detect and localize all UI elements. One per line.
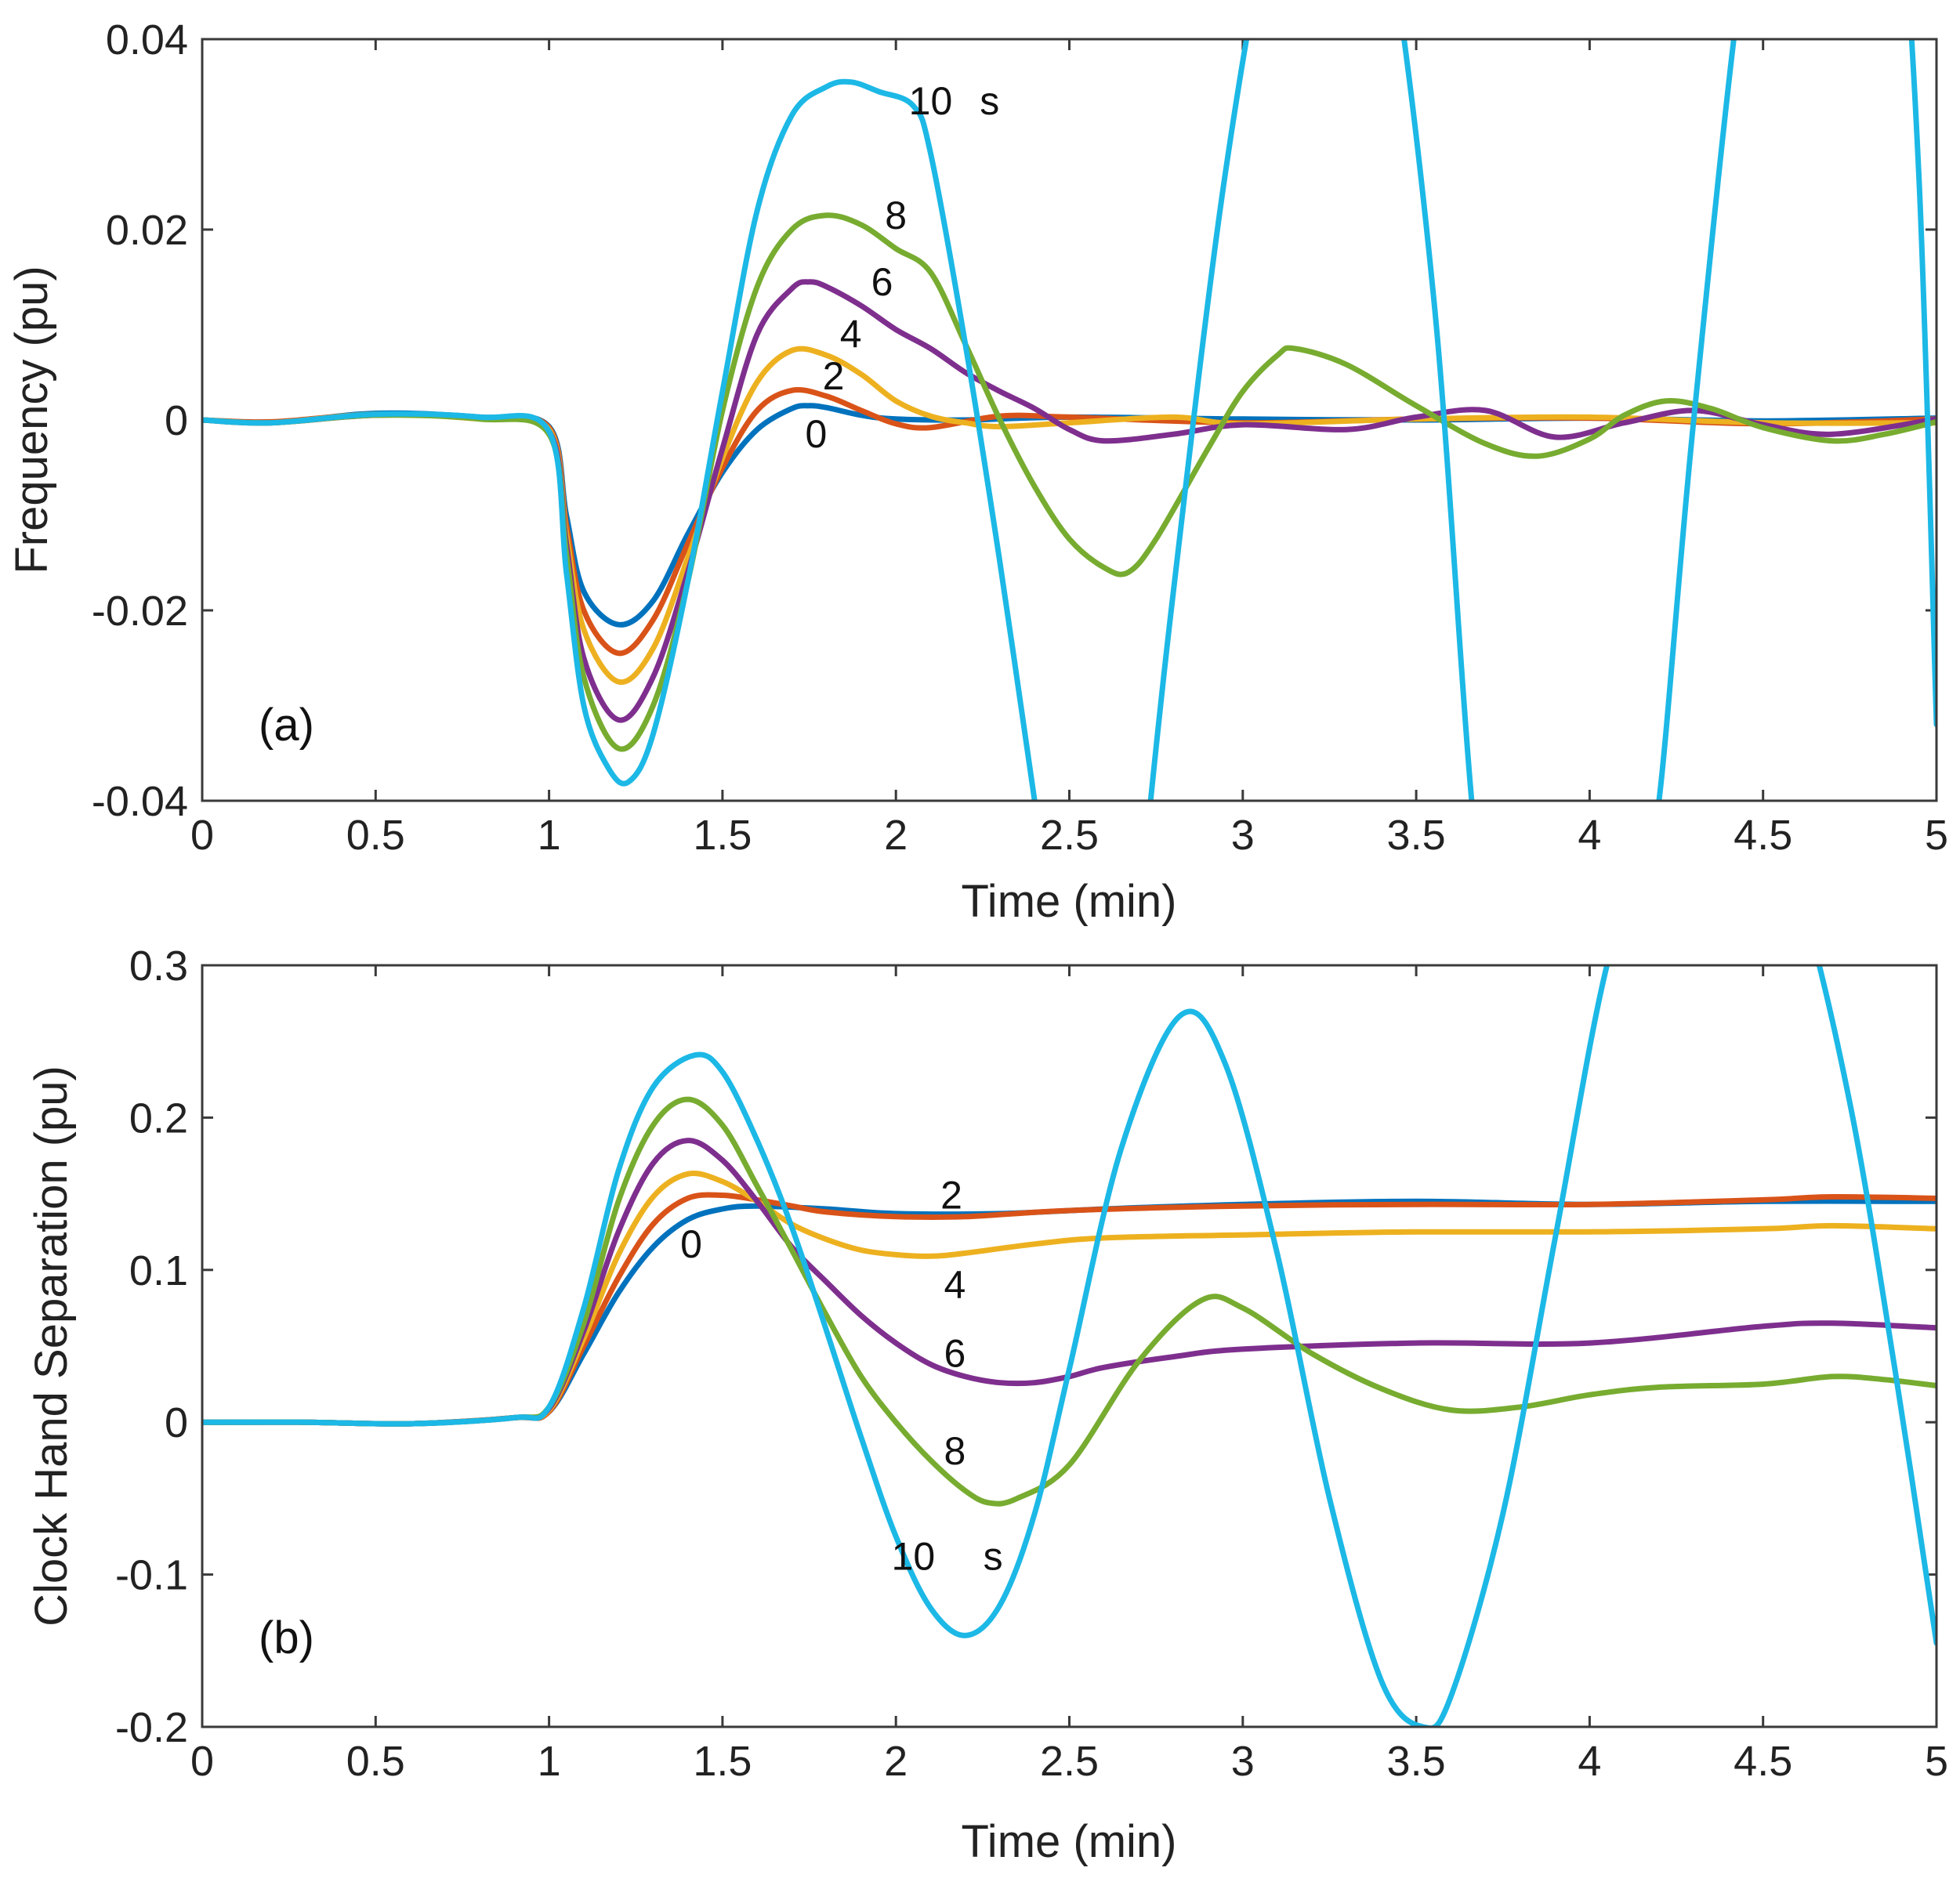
x-tick-label: 3 bbox=[1231, 812, 1255, 859]
series-line-6 bbox=[202, 1138, 1936, 1427]
x-tick-label: 1.5 bbox=[693, 812, 752, 859]
y-axis-label: Frequency (pu) bbox=[6, 266, 57, 574]
curve-annotation: 4 bbox=[944, 1263, 966, 1307]
panel-label: (a) bbox=[259, 700, 314, 751]
plot-frame bbox=[201, 38, 1938, 802]
x-tick-label: 2 bbox=[884, 1738, 908, 1785]
axis-ticks bbox=[201, 964, 1938, 1728]
curve-annotation: 2 bbox=[940, 1174, 962, 1218]
y-tick-label: 0.2 bbox=[129, 1095, 188, 1142]
curve-annotation: 4 bbox=[840, 313, 862, 356]
series-line-6 bbox=[202, 279, 1936, 723]
y-tick-label: -0.04 bbox=[92, 778, 188, 825]
x-tick-label: 0 bbox=[190, 812, 214, 859]
y-axis-label: Clock Hand Separation (pu) bbox=[26, 1066, 77, 1627]
curve-annotation: 2 bbox=[823, 354, 845, 398]
x-tick-label: 4 bbox=[1578, 812, 1601, 859]
curve-annotation: 0 bbox=[805, 412, 827, 456]
series-line-10s bbox=[202, 39, 1936, 801]
x-tick-label: 2.5 bbox=[1040, 1738, 1099, 1785]
curve-annotation: 8 bbox=[885, 194, 907, 237]
panel-a: 0 0.5 1 1.5 2 2.5 3 3.5 4 4.5 5 -0.04 -0.02 0 0.02 0.04… bbox=[6, 16, 1948, 927]
x-tick-label: 5 bbox=[1925, 812, 1948, 859]
panel-b: 0 0.5 1 1.5 2 2.5 3 3.5 4 4.5 5-0.2-0.100.10.20.3 … bbox=[26, 943, 1948, 1867]
x-tick-label: 0 bbox=[190, 1738, 214, 1785]
curve-annotation: s bbox=[984, 1534, 1003, 1578]
y-tick-label: 0.1 bbox=[129, 1247, 188, 1294]
series-line-10s bbox=[202, 965, 1936, 1727]
y-tick-label: -0.1 bbox=[115, 1552, 188, 1599]
curve-annotation: 10 bbox=[909, 79, 953, 123]
x-tick-label: 0.5 bbox=[346, 812, 405, 859]
y-tick-label: 0.04 bbox=[106, 16, 188, 63]
x-tick-label: 1 bbox=[538, 1738, 561, 1785]
y-tick-label: 0 bbox=[165, 397, 188, 444]
curve-annotation: s bbox=[980, 79, 999, 123]
x-tick-label: 4.5 bbox=[1734, 1738, 1792, 1785]
y-tick-label: 0.3 bbox=[129, 943, 188, 990]
plot-frame bbox=[201, 964, 1938, 1728]
panel-label: (b) bbox=[259, 1612, 314, 1663]
y-tick-label: 0.02 bbox=[106, 207, 188, 254]
x-tick-label: 2.5 bbox=[1040, 812, 1099, 859]
x-tick-label: 0.5 bbox=[346, 1738, 405, 1785]
curve-annotations: 10 s 8 642 0 bbox=[805, 79, 999, 456]
tick-labels: 0 0.5 1 1.5 2 2.5 3 3.5 4 4.5 5 -0.04 -0.02 0 0.02 0.04 bbox=[92, 16, 1948, 859]
series-layer bbox=[202, 965, 1936, 1727]
x-tick-label: 1.5 bbox=[693, 1738, 752, 1785]
curve-annotation: 6 bbox=[944, 1332, 966, 1376]
x-axis-label: Time (min) bbox=[962, 1816, 1177, 1867]
x-tick-label: 1 bbox=[538, 812, 561, 859]
x-tick-label: 2 bbox=[884, 812, 908, 859]
x-tick-label: 4.5 bbox=[1734, 812, 1792, 859]
tick-labels: 0 0.5 1 1.5 2 2.5 3 3.5 4 4.5 5 -0.2 -0.1 0 0.1 0.2 0.3 bbox=[115, 943, 1948, 1785]
x-axis-label: Time (min) bbox=[962, 876, 1177, 927]
x-tick-label: 3 bbox=[1231, 1738, 1255, 1785]
x-tick-label: 3.5 bbox=[1387, 812, 1446, 859]
curve-annotations: 2 0 4 6 8 10 s bbox=[680, 1174, 1002, 1579]
series-line-0 bbox=[202, 1198, 1936, 1427]
curve-annotation: 6 bbox=[871, 260, 893, 304]
x-tick-label: 3.5 bbox=[1387, 1738, 1446, 1785]
curve-annotation: 8 bbox=[944, 1429, 966, 1473]
x-tick-label: 5 bbox=[1925, 1738, 1948, 1785]
series-layer bbox=[202, 39, 1936, 801]
curve-annotation: 10 bbox=[892, 1534, 936, 1578]
x-tick-label: 4 bbox=[1578, 1738, 1601, 1785]
series-line-8 bbox=[202, 212, 1936, 752]
y-tick-label: -0.02 bbox=[92, 588, 188, 635]
series-line-8 bbox=[202, 1096, 1936, 1507]
y-tick-label: -0.2 bbox=[115, 1704, 188, 1751]
curve-annotation: 0 bbox=[680, 1222, 702, 1266]
y-tick-label: 0 bbox=[165, 1399, 188, 1446]
